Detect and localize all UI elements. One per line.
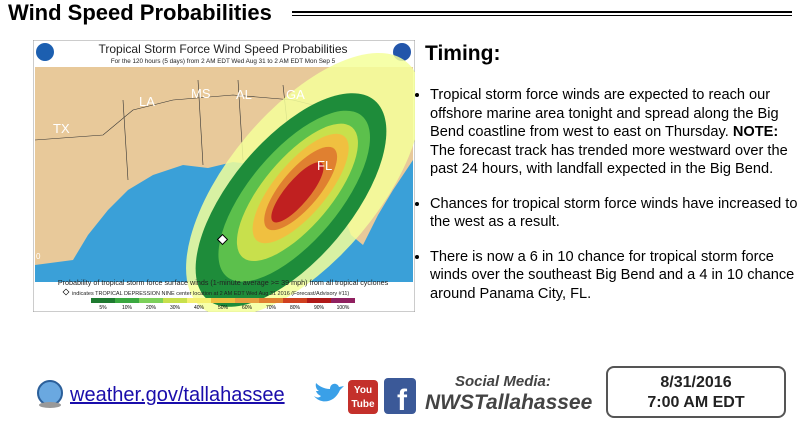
twitter-icon[interactable] [314,383,344,402]
storm-marker [216,233,229,246]
legend-swatch [259,298,283,303]
bullet-text: The forecast track has trended more west… [430,142,788,178]
legend-label: 100% [337,305,350,311]
state-label: LA [139,94,155,109]
noaa-logo [36,43,54,61]
legend-swatch [307,298,331,303]
date-box: 8/31/2016 7:00 AM EDT [606,366,786,418]
edge-label: 0 [36,252,41,261]
bullet: Tropical storm force winds are expected … [430,86,800,179]
legend-label: 5% [99,305,107,311]
legend-swatch [91,298,115,303]
legend-label: 60% [242,305,253,311]
state-labels: TX LA MS AL GA FL [53,86,332,173]
legend-swatch [115,298,139,303]
bullet: Chances for tropical storm force winds h… [430,195,800,232]
map-body [34,52,415,312]
legend-label: 90% [314,305,325,311]
marker-key [62,288,70,296]
slide-title: Wind Speed Probabilities [8,0,272,25]
state-label: MS [191,86,211,101]
note-label: NOTE: [732,124,779,140]
social-label: Social Media: [455,373,551,390]
website-link[interactable]: weather.gov/tallahassee [70,384,285,406]
map: Tropical Storm Force Wind Speed Probabil… [33,40,415,312]
facebook-icon[interactable] [384,378,416,414]
legend-swatch [139,298,163,303]
section-heading: Timing: [425,42,501,65]
title-rule [292,11,792,13]
date: 8/31/2016 [660,374,732,391]
facebook-text: f [397,384,408,416]
bullet: There is now a 6 in 10 chance for tropic… [430,248,800,304]
marker-note: indicates TROPICAL DEPRESSION NINE cente… [72,291,349,297]
youtube-icon[interactable] [348,380,378,414]
state-label: GA [286,87,305,102]
state-label: TX [53,121,70,136]
state-label: AL [236,87,252,102]
legend-swatch [235,298,259,303]
legend-swatch [283,298,307,303]
time: 7:00 AM EDT [647,394,745,411]
bullet-text: Chances for tropical storm force winds h… [430,195,798,231]
legend-swatch [163,298,187,303]
legend-label: 50% [218,305,229,311]
globe-icon [37,380,63,408]
legend-swatch [187,298,211,303]
bullet-text: Tropical storm force winds are expected … [430,87,779,140]
legend-label: 40% [194,305,205,311]
map-title: Tropical Storm Force Wind Speed Probabil… [99,42,348,56]
social-icons: You Tube f [314,378,416,416]
state-border [122,79,292,181]
legend: 5% 10% 20% 30% 40% 50% 60% 70% 80% 90% 100% [91,298,355,311]
youtube-text: You [354,385,372,396]
legend-label: 70% [266,305,277,311]
title-rule [292,15,792,16]
map-caption: Probability of tropical storm force surf… [58,278,389,287]
legend-label: 30% [170,305,181,311]
probability-bands [186,52,415,312]
legend-swatch [211,298,235,303]
legend-swatch [331,298,355,303]
state-label: FL [317,158,332,173]
youtube-text: Tube [351,399,375,410]
map-subtitle: For the 120 hours (5 days) from 2 AM EDT… [111,58,336,65]
legend-label: 10% [122,305,133,311]
bullet-text: There is now a 6 in 10 chance for tropic… [430,248,795,302]
bullet-list: Tropical storm force winds are expected … [408,86,800,319]
social-handle: NWSTallahassee [425,391,593,414]
legend-label: 20% [146,305,157,311]
legend-label: 80% [290,305,301,311]
nws-logo [393,43,411,61]
